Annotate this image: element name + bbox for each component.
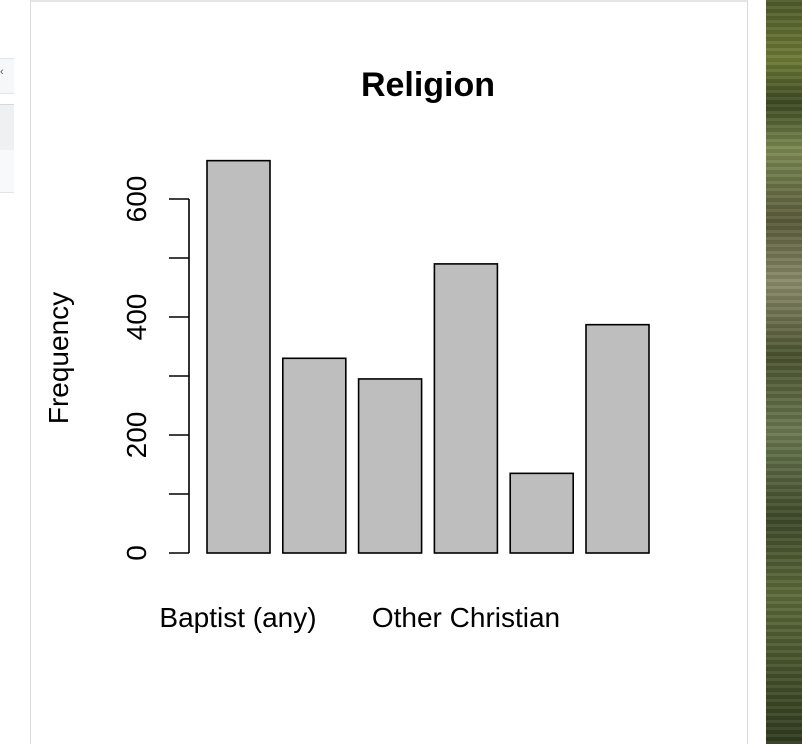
bar: [433, 263, 499, 554]
y-tick-label: 0: [121, 545, 152, 561]
bar: [281, 357, 347, 554]
bars: [206, 159, 650, 554]
bar: [585, 323, 650, 554]
x-tick-label: Other Christian: [372, 602, 560, 633]
x-axis-labels: Baptist (any) Other Christian: [159, 602, 560, 633]
bar: [509, 472, 575, 554]
bar: [357, 378, 423, 554]
x-tick-label: Baptist (any): [159, 602, 316, 633]
left-pane-tab[interactable]: [0, 58, 14, 94]
y-axis: 0 200 400 600: [121, 176, 190, 561]
y-tick-label: 200: [121, 412, 152, 459]
left-pane-tab[interactable]: [0, 150, 14, 193]
chart-title: Religion: [361, 66, 495, 104]
pane-toggle-icon[interactable]: ‹: [0, 66, 4, 78]
y-axis-label: Frequency: [43, 292, 74, 424]
y-tick-label: 400: [121, 294, 152, 341]
bar: [206, 159, 271, 554]
y-tick-label: 600: [121, 176, 152, 223]
background-photo: [766, 0, 802, 744]
